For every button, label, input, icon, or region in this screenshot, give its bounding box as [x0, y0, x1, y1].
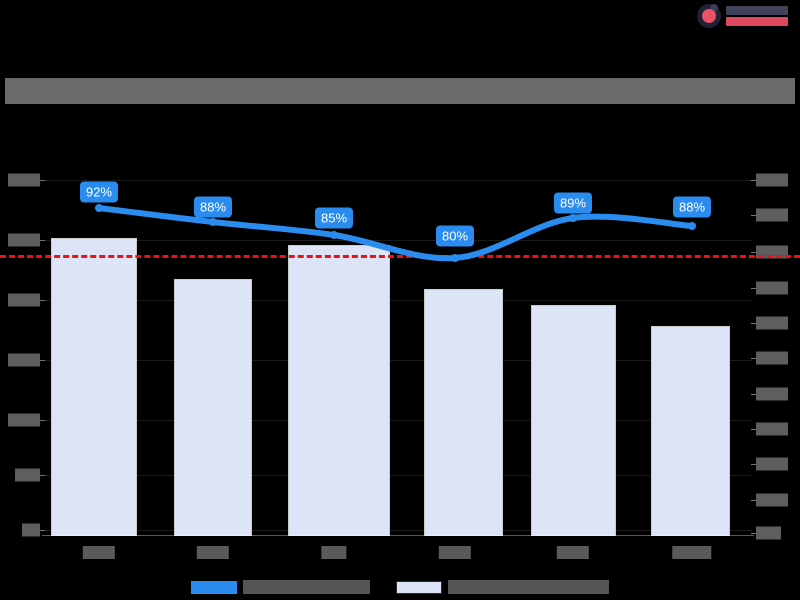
- line-path: [96, 205, 695, 262]
- x-axis-tick-label: ████: [196, 546, 230, 559]
- logo-line-1: ████████: [726, 6, 788, 15]
- y-axis-right-tick-label: ████: [756, 493, 789, 507]
- gridline: [44, 180, 752, 181]
- legend-bar-series[interactable]: █████ ████ ██████ ████: [395, 580, 610, 594]
- y-axis-left-tick-mark: [40, 420, 45, 421]
- y-axis-right-tick-mark: [751, 323, 756, 324]
- logo-dot-large-shape: [702, 9, 716, 23]
- data-label: 92%: [79, 181, 119, 203]
- legend-swatch: [395, 580, 442, 594]
- y-axis-right-tick-mark: [751, 429, 756, 430]
- data-label: 88%: [672, 196, 712, 218]
- data-label: 88%: [193, 196, 233, 218]
- y-axis-left-tick-mark: [40, 475, 45, 476]
- data-label: 85%: [314, 207, 354, 229]
- gridline: [44, 240, 752, 241]
- x-axis-tick-label: ███: [321, 546, 347, 559]
- logo-wordmark: ████████ ████████: [726, 6, 788, 26]
- y-axis-left-tick-mark: [40, 180, 45, 181]
- x-axis-line: [42, 535, 754, 536]
- bar[interactable]: [174, 279, 252, 536]
- line-marker[interactable]: [95, 204, 103, 212]
- bar[interactable]: [651, 326, 730, 536]
- y-axis-left-tick-label: ████: [7, 353, 40, 367]
- line-marker[interactable]: [569, 214, 577, 222]
- y-axis-left: █████████████████████████: [0, 173, 45, 537]
- y-axis-right-tick-label: ████: [756, 173, 789, 187]
- line-marker[interactable]: [330, 231, 338, 239]
- data-label: 89%: [553, 192, 593, 214]
- legend-label: █████ ████ ██████ ████: [447, 580, 610, 594]
- brand-logo: ████████ ████████: [696, 3, 788, 29]
- y-axis-right: ████████████████████████████████████████…: [751, 173, 800, 540]
- y-axis-right-tick-label: ███: [756, 526, 782, 540]
- bar[interactable]: [51, 238, 137, 536]
- y-axis-left-tick-label: ██: [21, 523, 40, 537]
- y-axis-right-tick-label: ████: [756, 316, 789, 330]
- y-axis-right-tick-mark: [751, 252, 756, 253]
- y-axis-left-tick-label: ███: [14, 468, 40, 482]
- bar[interactable]: [424, 289, 503, 536]
- logo-dot-small-shape: [710, 4, 718, 12]
- y-axis-left-tick-label: ████: [7, 413, 40, 427]
- plot-area: [0, 175, 800, 536]
- y-axis-right-tick-label: ████: [756, 387, 789, 401]
- line-marker[interactable]: [451, 254, 459, 262]
- line-series: [95, 204, 696, 262]
- gridline: [44, 300, 752, 301]
- gridline: [44, 420, 752, 421]
- y-axis-left-tick-mark: [40, 300, 45, 301]
- y-axis-right-tick-label: ████: [756, 457, 789, 471]
- bar[interactable]: [288, 245, 390, 536]
- gridline: [44, 360, 752, 361]
- y-axis-left-tick-mark: [40, 240, 45, 241]
- legend-swatch: [190, 580, 237, 594]
- x-axis-tick-label: █████: [672, 546, 712, 559]
- y-axis-right-tick-label: ████: [756, 208, 789, 222]
- logo-circle-icon: [696, 3, 722, 29]
- line-marker[interactable]: [688, 222, 696, 230]
- chart-title: ████████ ██████ ████████ ██████ ████ ███…: [0, 78, 800, 109]
- y-axis-right-tick-label: ████: [756, 351, 789, 365]
- y-axis-left-tick-label: ████: [7, 293, 40, 307]
- logo-line-2: ████████: [726, 17, 788, 26]
- y-axis-right-tick-mark: [751, 288, 756, 289]
- y-axis-right-tick-mark: [751, 500, 756, 501]
- gridline: [44, 475, 752, 476]
- data-label: 80%: [435, 225, 475, 247]
- gridline: [44, 530, 752, 531]
- y-axis-left-tick-label: ████: [7, 233, 40, 247]
- x-axis-tick-label: ████: [82, 546, 116, 559]
- chart-legend: ██████ ███████ ██ █████ ████ ██████ ████: [0, 580, 800, 594]
- y-axis-right-tick-mark: [751, 215, 756, 216]
- bar-series: [44, 175, 752, 536]
- y-axis-right-tick-mark: [751, 394, 756, 395]
- legend-label: ██████ ███████ ██: [242, 580, 370, 594]
- y-axis-left-tick-mark: [40, 530, 45, 531]
- x-axis-tick-label: ████: [556, 546, 590, 559]
- y-axis-right-tick-mark: [751, 358, 756, 359]
- y-axis-right-tick-label: ████: [756, 281, 789, 295]
- y-axis-left-tick-label: ████: [7, 173, 40, 187]
- chart-title-text: ████████ ██████ ████████ ██████ ████ ███…: [5, 78, 795, 104]
- y-axis-right-tick-mark: [751, 533, 756, 534]
- y-axis-left-tick-mark: [40, 360, 45, 361]
- threshold-line: [0, 255, 800, 258]
- x-axis-tick-label: ████: [438, 546, 472, 559]
- y-axis-right-tick-mark: [751, 180, 756, 181]
- legend-line-series[interactable]: ██████ ███████ ██: [190, 580, 370, 594]
- bar[interactable]: [531, 305, 616, 536]
- y-axis-right-tick-label: ████: [756, 422, 789, 436]
- line-marker[interactable]: [209, 218, 217, 226]
- y-axis-right-tick-mark: [751, 464, 756, 465]
